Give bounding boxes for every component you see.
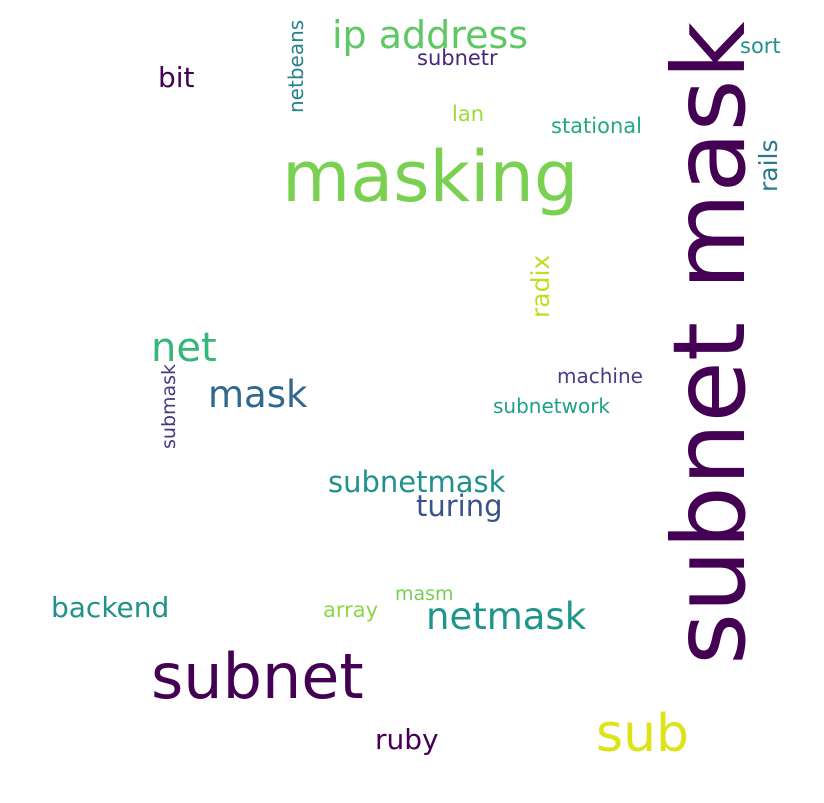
word-net: net [151, 325, 217, 371]
word-subnetmask: subnetmask [328, 465, 506, 499]
word-mask: mask [208, 373, 308, 416]
word-bit: bit [158, 61, 195, 94]
word-subnet: subnet [151, 640, 364, 713]
word-array: array [323, 598, 379, 622]
word-masking: masking [282, 136, 579, 218]
word-netbeans: netbeans [284, 19, 308, 113]
word-subnet-mask: subnet mask [651, 21, 768, 665]
word-subnetwork: subnetwork [493, 394, 611, 418]
word-rails: rails [754, 139, 783, 192]
word-radix: radix [526, 254, 555, 318]
word-stational: stational [551, 114, 642, 138]
word-subnetr: subnetr [417, 46, 498, 70]
word-masm: masm [395, 583, 454, 605]
word-ruby: ruby [375, 723, 439, 756]
word-turing: turing [416, 489, 503, 523]
word-ip-address: ip address [332, 13, 529, 57]
word-sub: sub [596, 704, 690, 764]
word-submask: submask [158, 363, 180, 449]
word-backend: backend [51, 591, 170, 624]
word-machine: machine [557, 364, 643, 388]
word-lan: lan [452, 102, 485, 126]
word-sort: sort [740, 34, 781, 58]
word-netmask: netmask [426, 595, 587, 638]
